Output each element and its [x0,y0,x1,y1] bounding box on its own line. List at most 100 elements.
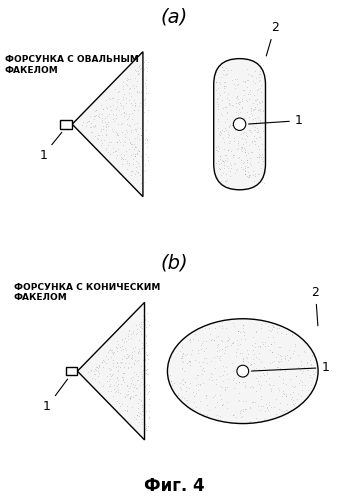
Point [218,109,223,117]
Point [268,340,274,348]
Point [113,147,119,155]
Point [221,169,226,177]
Point [270,348,275,356]
Point [94,111,99,119]
Point [220,383,225,391]
Point [199,370,205,378]
Point [257,133,262,141]
Point [256,142,261,150]
Point [260,340,265,348]
Point [144,139,149,147]
Text: 1: 1 [39,132,62,162]
Text: 1: 1 [248,114,303,127]
Point [121,90,127,98]
Point [145,388,151,396]
Point [245,65,250,73]
Point [132,100,137,108]
Point [132,134,137,142]
Point [96,361,102,369]
Point [142,79,148,87]
Point [298,361,304,369]
Point [125,120,130,128]
Point [241,114,247,122]
Point [244,132,250,140]
Point [142,321,148,329]
Point [93,106,98,114]
Point [92,107,98,115]
Point [104,377,110,385]
Point [144,370,150,378]
Point [93,363,98,371]
Point [125,114,131,122]
Point [121,352,126,360]
Point [270,333,276,341]
Point [121,112,127,120]
Point [122,344,128,352]
Point [182,351,187,359]
Point [221,367,227,375]
Point [217,382,223,390]
Point [227,159,232,167]
Point [251,122,256,130]
Point [274,324,279,332]
Point [222,84,227,92]
Point [135,70,141,78]
Point [126,384,132,392]
Point [81,118,86,126]
Point [120,141,126,149]
Point [126,85,132,93]
Point [270,322,276,330]
Point [136,135,142,143]
Point [251,383,256,391]
Point [96,362,102,370]
Point [300,364,305,372]
Point [107,375,113,383]
Point [127,393,133,401]
Point [260,106,266,114]
Point [258,105,263,113]
Point [146,387,152,395]
Point [187,357,192,365]
Point [113,111,119,119]
Point [261,363,267,371]
Point [248,109,254,117]
FancyBboxPatch shape [60,120,72,129]
Point [255,126,261,134]
Point [110,101,116,109]
Point [308,360,314,368]
Point [127,395,133,403]
Point [217,372,222,380]
Point [108,387,114,395]
Point [142,95,148,103]
Text: 2: 2 [266,21,278,56]
Point [276,350,281,358]
Point [218,179,223,187]
Point [118,389,123,397]
Point [137,410,143,418]
Point [259,165,264,173]
Point [129,376,135,384]
Point [142,366,148,374]
Point [130,373,135,381]
Point [120,102,125,110]
Point [203,392,209,400]
Point [121,137,127,145]
Point [99,118,104,126]
Point [141,341,146,349]
Point [231,411,236,419]
Point [223,151,228,159]
Point [268,340,274,348]
Point [167,371,172,379]
Point [96,369,102,377]
Point [182,378,188,386]
Point [258,107,263,115]
Point [243,397,249,405]
Point [252,365,257,373]
Point [280,389,285,397]
Point [132,383,137,391]
Point [116,145,121,153]
Point [193,330,198,338]
Point [215,115,221,123]
Point [241,158,246,166]
Point [285,406,290,414]
